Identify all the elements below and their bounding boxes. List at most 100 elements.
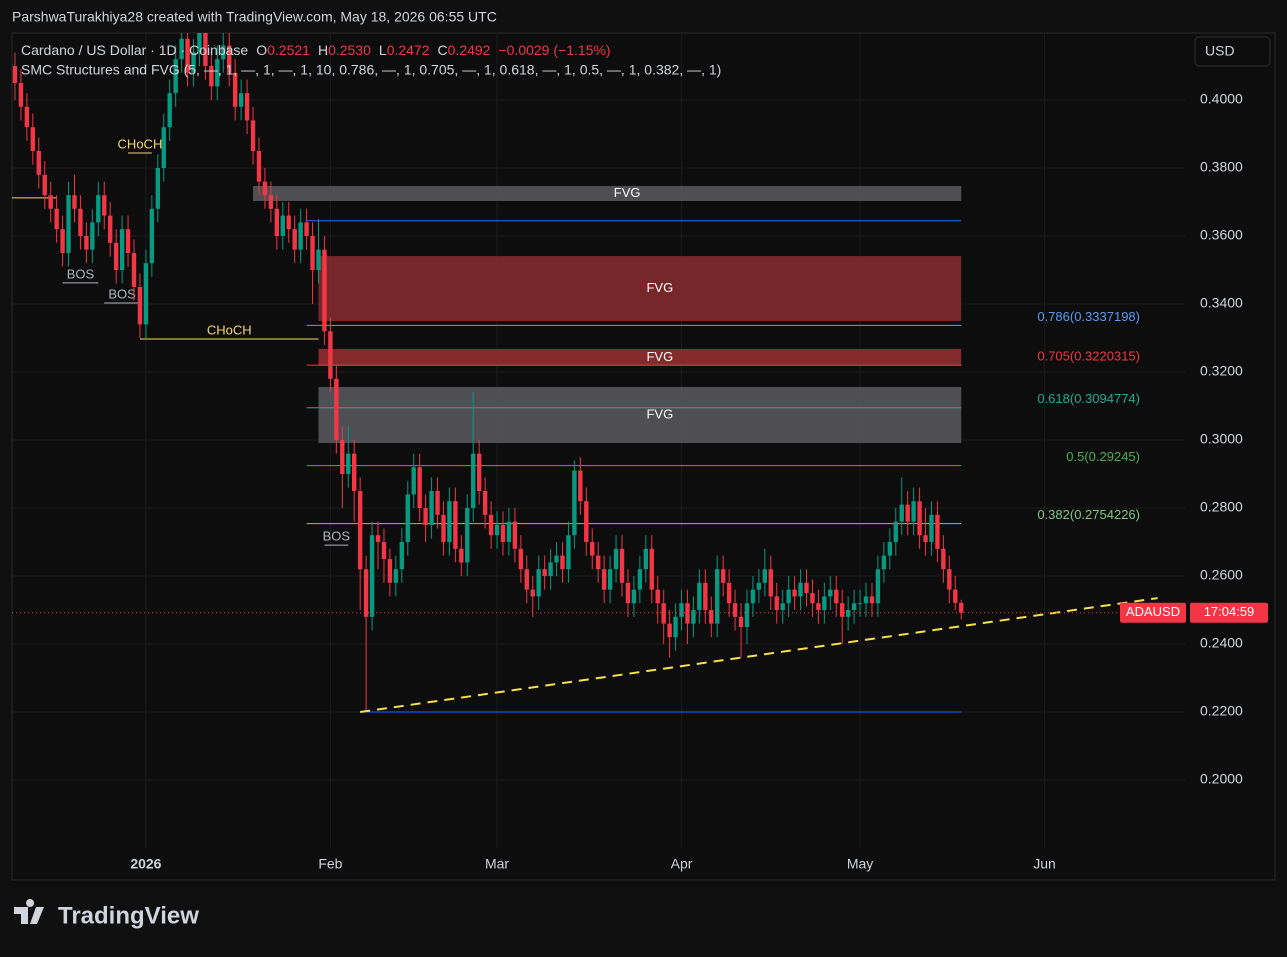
- candle-body: [530, 589, 535, 597]
- candle-body: [917, 501, 922, 536]
- candle-body: [720, 569, 726, 583]
- candle-body: [911, 501, 916, 522]
- logo-mark: [14, 899, 44, 924]
- candle-body: [453, 501, 458, 549]
- ohlc-value: 0.2521: [267, 42, 310, 58]
- fib-label: 0.705(0.3220315): [1037, 349, 1140, 364]
- candle-body: [762, 569, 768, 583]
- candle-body: [381, 542, 387, 560]
- candle-body: [929, 514, 934, 543]
- candle-body: [893, 521, 898, 543]
- candle-body: [584, 501, 589, 543]
- structure-label: BOS: [323, 529, 351, 544]
- candle-body: [834, 589, 839, 604]
- candle-body: [405, 494, 410, 543]
- fvg-label: FVG: [614, 185, 641, 200]
- y-tick-label: 0.2600: [1200, 567, 1243, 583]
- candle-body: [96, 195, 101, 223]
- candle-body: [941, 548, 946, 570]
- axes: 0.2000 0.2200 0.2400 0.2600 0.2800 0.3000 0.32…: [130, 91, 1268, 872]
- candle-body: [482, 491, 488, 515]
- ohlc-key: O: [256, 42, 267, 58]
- candle-body: [54, 208, 59, 230]
- candle-body: [881, 555, 887, 570]
- x-tick-label: May: [847, 856, 873, 872]
- candle-body: [125, 229, 131, 253]
- x-tick-label: Apr: [671, 856, 693, 872]
- candle-body: [679, 603, 684, 617]
- candle-body: [613, 548, 619, 570]
- currency-button[interactable]: [1194, 36, 1271, 67]
- fvg-label: FVG: [646, 280, 673, 295]
- candle-body: [393, 569, 399, 583]
- candle-body: [18, 82, 24, 107]
- candle-body: [316, 249, 321, 270]
- candle-body: [471, 453, 476, 509]
- candle-body: [596, 555, 601, 570]
- candle-body: [625, 582, 631, 604]
- candle-body: [703, 582, 708, 611]
- candle-body: [905, 504, 910, 522]
- candle-body: [845, 610, 851, 617]
- y-tick-label: 0.3000: [1200, 431, 1243, 447]
- candle-body: [691, 610, 696, 624]
- candle-body: [340, 440, 345, 475]
- candle-body: [84, 235, 89, 250]
- candle-body: [476, 453, 482, 492]
- candle-body: [215, 59, 220, 87]
- currency-label[interactable]: USD: [1205, 43, 1235, 59]
- candle-body: [542, 569, 547, 577]
- candle-body: [447, 501, 452, 543]
- candle-body: [12, 65, 18, 83]
- fib-label: 0.5(0.29245): [1066, 449, 1140, 464]
- candle-body: [131, 252, 137, 287]
- trendline: [360, 597, 1158, 714]
- candle-body: [191, 52, 196, 73]
- candle-body: [715, 569, 720, 624]
- candle-body: [363, 569, 369, 617]
- fvg-box: [253, 186, 962, 201]
- candle-body: [310, 235, 315, 270]
- candle-body: [750, 589, 756, 604]
- candle-body: [72, 195, 77, 209]
- candle-body: [863, 596, 869, 604]
- candle-body: [959, 602, 964, 613]
- y-tick-label: 0.2000: [1200, 771, 1243, 787]
- candle-body: [465, 508, 470, 563]
- fib-label: 0.382(0.2754226): [1037, 507, 1140, 522]
- candle-body: [435, 491, 440, 515]
- candle-body: [512, 521, 518, 549]
- candle-body: [947, 569, 952, 590]
- candle-body: [298, 222, 303, 250]
- candle-body: [60, 229, 65, 253]
- structure-label: CHoCH: [118, 136, 163, 151]
- ohlc-value: 0.2472: [387, 42, 430, 58]
- candle-body: [709, 610, 714, 624]
- candle-body: [423, 508, 428, 526]
- candle-body: [578, 470, 583, 502]
- candle-body: [655, 589, 660, 604]
- candle-body: [840, 603, 845, 617]
- candle-body: [500, 525, 506, 543]
- candle-body: [631, 589, 637, 604]
- structure-label: BOS: [67, 266, 95, 281]
- candle-body: [161, 127, 166, 168]
- ohlc-key: C: [438, 42, 448, 58]
- symbol-legend: Cardano / US Dollar · 1D · Coinbase O0.25…: [21, 42, 611, 58]
- candle-body: [459, 548, 464, 563]
- candle-body: [607, 569, 613, 590]
- candle-body: [197, 33, 202, 53]
- symbol: Cardano / US Dollar · 1D · Coinbase: [21, 42, 248, 58]
- candle-body: [411, 467, 416, 495]
- structure-label: CHoCH: [207, 322, 252, 337]
- candle-body: [399, 542, 405, 570]
- candle-body: [137, 286, 143, 325]
- candle-body: [441, 514, 446, 543]
- logo-text: TradingView: [58, 902, 199, 929]
- candle-body: [24, 106, 30, 128]
- y-tick-label: 0.3200: [1200, 363, 1243, 379]
- candle-body: [548, 562, 553, 577]
- candle-body: [673, 616, 678, 638]
- candle-body: [524, 569, 529, 590]
- candle-body: [268, 195, 274, 209]
